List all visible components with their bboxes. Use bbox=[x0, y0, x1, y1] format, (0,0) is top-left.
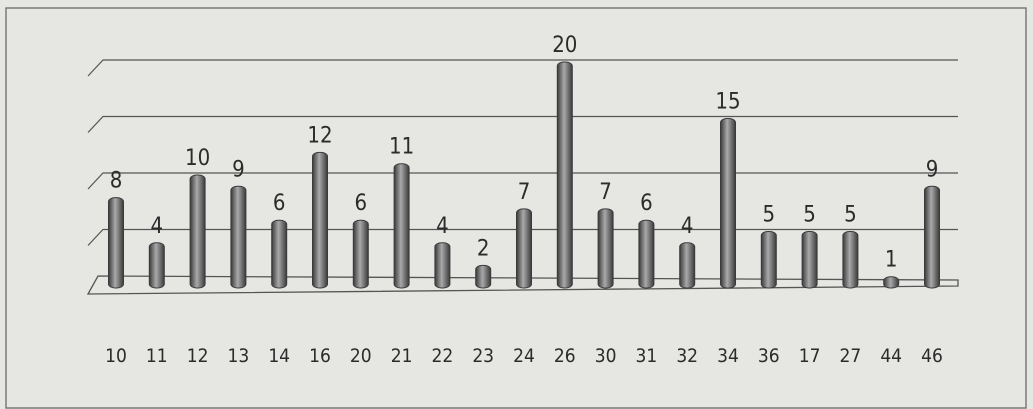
data-label: 9 bbox=[232, 157, 245, 182]
bar bbox=[434, 242, 451, 289]
bar bbox=[230, 185, 247, 289]
data-label: 7 bbox=[518, 180, 531, 205]
gridline bbox=[87, 172, 958, 190]
bar bbox=[801, 231, 818, 289]
data-label: 1 bbox=[885, 248, 898, 273]
data-label: 10 bbox=[185, 146, 210, 171]
bar bbox=[720, 118, 736, 289]
chart-frame bbox=[5, 7, 1027, 409]
data-label: 15 bbox=[715, 90, 740, 115]
x-tick-label: 26 bbox=[554, 345, 576, 367]
data-labels: 8 4 10 9 6 12 6 11 4 2 7 20 7 6 4 15 5 5 5 1 9 bbox=[110, 33, 939, 273]
bar bbox=[148, 242, 165, 289]
data-label: 12 bbox=[307, 123, 332, 148]
data-label: 20 bbox=[552, 33, 577, 58]
x-tick-label: 12 bbox=[187, 345, 209, 367]
bar bbox=[760, 231, 777, 289]
data-label: 2 bbox=[477, 236, 490, 261]
data-label: 11 bbox=[389, 135, 414, 160]
data-label: 6 bbox=[640, 191, 653, 216]
x-tick-label: 34 bbox=[717, 345, 739, 367]
x-tick-label: 20 bbox=[350, 345, 372, 367]
data-label: 4 bbox=[151, 214, 164, 239]
bar bbox=[393, 163, 410, 289]
gridline bbox=[87, 59, 958, 77]
gridline bbox=[87, 115, 958, 133]
x-tick-label: 44 bbox=[880, 345, 902, 367]
x-tick-label: 14 bbox=[268, 345, 290, 367]
bar bbox=[516, 208, 532, 289]
bar bbox=[312, 151, 328, 289]
bar bbox=[189, 174, 206, 289]
data-label: 6 bbox=[273, 191, 286, 216]
bar bbox=[842, 231, 859, 289]
x-tick-label: 22 bbox=[432, 345, 454, 367]
x-tick-label: 46 bbox=[921, 345, 943, 367]
data-label: 5 bbox=[763, 203, 776, 228]
x-tick-label: 10 bbox=[105, 345, 127, 367]
data-label: 5 bbox=[844, 203, 857, 228]
bar bbox=[597, 208, 614, 289]
data-label: 4 bbox=[681, 214, 694, 239]
x-tick-label: 31 bbox=[636, 345, 658, 367]
bar bbox=[924, 185, 940, 289]
data-label: 8 bbox=[110, 169, 123, 194]
x-tick-label: 30 bbox=[595, 345, 617, 367]
x-tick-label: 17 bbox=[799, 345, 821, 367]
chart-floor bbox=[86, 275, 959, 295]
data-label: 9 bbox=[926, 157, 939, 182]
gridlines bbox=[86, 59, 959, 295]
bar bbox=[352, 219, 369, 289]
x-tick-label: 21 bbox=[391, 345, 413, 367]
data-label: 5 bbox=[803, 203, 816, 228]
gridline bbox=[87, 228, 958, 246]
bar bbox=[475, 264, 492, 289]
bar bbox=[271, 219, 288, 289]
x-tick-label: 16 bbox=[309, 345, 331, 367]
bar bbox=[679, 242, 696, 289]
x-tick-label: 27 bbox=[840, 345, 862, 367]
x-tick-label: 24 bbox=[513, 345, 535, 367]
bar bbox=[108, 197, 124, 289]
bar bbox=[883, 276, 900, 289]
x-tick-label: 32 bbox=[676, 345, 698, 367]
bars bbox=[108, 61, 940, 289]
x-tick-label: 11 bbox=[146, 345, 168, 367]
bar bbox=[556, 61, 573, 289]
x-axis-tick-labels: 10 11 12 13 14 16 20 21 22 23 24 26 30 31 32 34 36 17 27 44… bbox=[105, 345, 943, 367]
x-tick-label: 13 bbox=[228, 345, 250, 367]
data-label: 7 bbox=[599, 180, 612, 205]
data-label: 4 bbox=[436, 214, 449, 239]
x-tick-label: 36 bbox=[758, 345, 780, 367]
data-label: 6 bbox=[355, 191, 368, 216]
x-tick-label: 23 bbox=[472, 345, 494, 367]
bar bbox=[638, 219, 655, 289]
